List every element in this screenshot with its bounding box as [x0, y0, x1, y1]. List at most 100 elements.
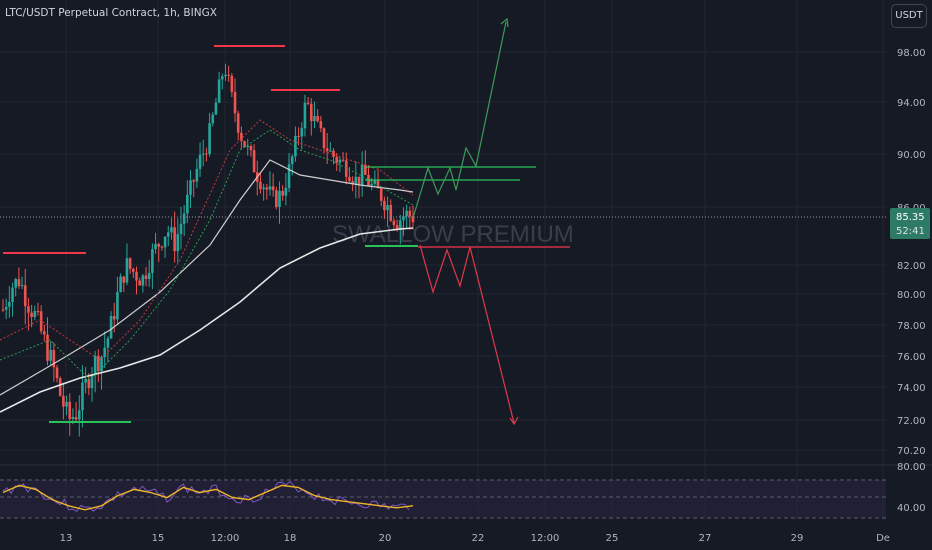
candle-body: [58, 378, 62, 396]
candle-body: [33, 311, 37, 318]
candle-body: [281, 190, 284, 196]
candle-body: [55, 367, 59, 379]
candle-body: [364, 164, 367, 175]
candle-body: [370, 183, 373, 186]
candle-body: [278, 190, 281, 207]
candle-body: [300, 128, 304, 137]
candle-body: [402, 216, 405, 221]
candle-body: [214, 102, 218, 115]
time-tick-label: 29: [791, 533, 804, 544]
price-tick-label: 90.00: [897, 150, 926, 161]
rsi-tick-label: 80.00: [897, 462, 926, 473]
rsi-pane: [0, 479, 886, 519]
candle-body: [112, 316, 116, 320]
price-tick-label: 78.00: [897, 321, 926, 332]
rsi-tick-label: 40.00: [897, 503, 926, 514]
candle-body: [348, 176, 351, 182]
candle-body: [166, 232, 170, 237]
candle-body: [294, 135, 297, 157]
candle-body: [46, 334, 49, 361]
bullish-scenario-path: [412, 21, 507, 219]
time-tick-label: 27: [699, 533, 712, 544]
time-axis[interactable]: 13 15 12:00 18 20 22 12:00 25 27 29 De: [60, 533, 890, 544]
candle-body: [30, 312, 33, 318]
candle-body: [249, 145, 253, 151]
candle-body: [338, 159, 342, 163]
grid: [0, 0, 932, 520]
candle-body: [144, 275, 148, 279]
time-tick-label: 13: [60, 533, 73, 544]
candle-body: [360, 164, 364, 185]
moving-average-green: [0, 129, 414, 381]
candle-body: [14, 279, 18, 288]
candle-body: [246, 145, 250, 147]
moving-averages: [0, 119, 414, 413]
candle-body: [243, 141, 246, 147]
candle-body: [335, 156, 339, 163]
candle-body: [236, 113, 240, 133]
candle-body: [309, 103, 313, 122]
candle-body: [39, 311, 43, 332]
scenario-paths: [412, 17, 519, 426]
price-tick-label: 94.00: [897, 98, 926, 109]
candle-body: [398, 220, 402, 231]
candle-body: [17, 279, 21, 287]
candle-body: [122, 276, 126, 283]
candle-body: [135, 271, 138, 281]
candle-body: [240, 132, 243, 142]
candle-body: [128, 258, 132, 269]
currency-button[interactable]: USDT: [891, 4, 927, 28]
candle-body: [189, 180, 192, 195]
candle-body: [68, 401, 72, 419]
candle-body: [208, 123, 211, 155]
candle-body: [389, 204, 393, 221]
time-tick-label: De: [876, 533, 890, 544]
candle-body: [151, 249, 154, 273]
candle-body: [357, 176, 361, 185]
candle-body: [179, 223, 183, 235]
candle-body: [411, 216, 415, 223]
candle-body: [252, 150, 256, 173]
candle-body: [74, 416, 78, 420]
bearish-scenario-path: [419, 244, 515, 424]
last-price-countdown: 52:41: [896, 226, 925, 237]
time-tick-label: 15: [152, 533, 165, 544]
candle-body: [271, 186, 275, 191]
candle-body: [49, 349, 52, 361]
candle-body: [27, 306, 30, 313]
candle-body: [329, 150, 332, 152]
price-tick-label: 98.00: [897, 48, 926, 59]
time-tick-label: 25: [606, 533, 619, 544]
candle-body: [224, 74, 227, 77]
candle-body: [62, 395, 65, 407]
candle-body: [1, 309, 5, 311]
candle-body: [303, 102, 307, 129]
candle-body: [100, 357, 103, 372]
candle-body: [170, 227, 173, 233]
candle-body: [205, 153, 208, 155]
candle-body: [319, 121, 323, 129]
candle-body: [103, 347, 107, 358]
candle-body: [4, 306, 8, 310]
candle-body: [332, 150, 335, 157]
candle-body: [313, 115, 316, 122]
candle-body: [383, 200, 386, 211]
candle-body: [354, 176, 358, 185]
candle-body: [186, 194, 189, 214]
candle-body: [341, 159, 345, 161]
candle-body: [211, 114, 215, 124]
moving-average-grey: [0, 159, 414, 396]
candle-body: [268, 186, 272, 190]
candle-body: [316, 115, 319, 122]
levels: [3, 45, 570, 423]
price-tick-label: 82.00: [897, 261, 926, 272]
moving-average-red: [0, 119, 414, 361]
candle-body: [322, 128, 326, 149]
candle-body: [20, 285, 24, 287]
time-tick-label: 20: [379, 533, 392, 544]
price-tick-label: 72.00: [897, 416, 926, 427]
candle-body: [284, 187, 288, 196]
price-axis[interactable]: 98.0094.0090.0086.0082.0080.0078.0076.00…: [897, 48, 926, 514]
